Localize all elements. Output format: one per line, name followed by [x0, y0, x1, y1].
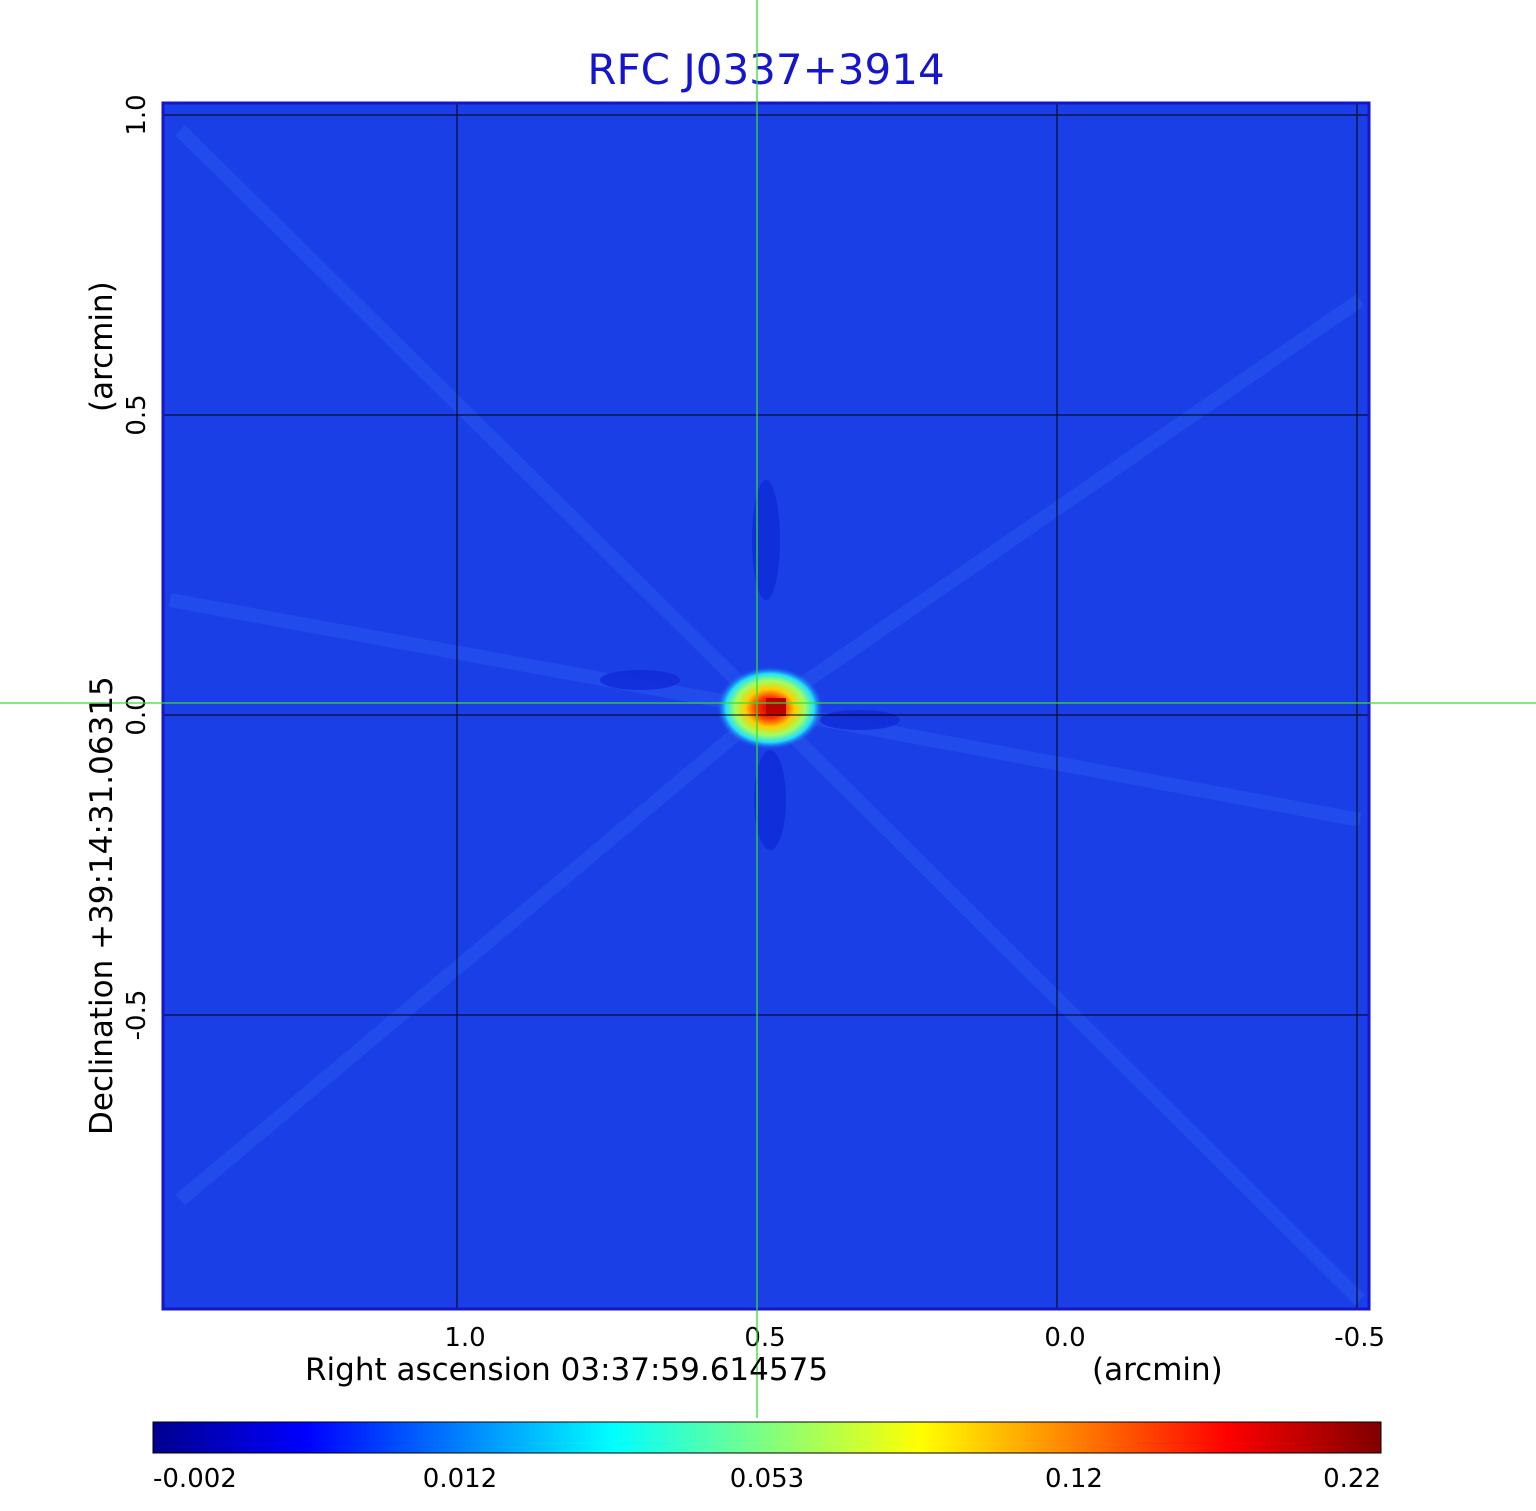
y-tick-label: 1.0 — [122, 94, 152, 135]
y-axis-tick-labels: 1.0 0.5 0.0 -0.5 — [122, 94, 152, 1040]
chart-title: RFC J0337+3914 — [587, 45, 944, 94]
y-tick-label: -0.5 — [122, 990, 152, 1041]
x-tick-label: 0.0 — [1044, 1323, 1085, 1353]
source-peak-pixel — [766, 698, 786, 716]
colorbar — [152, 1421, 1382, 1454]
x-tick-label: -0.5 — [1334, 1323, 1385, 1353]
x-axis-label: Right ascension 03:37:59.614575 — [305, 1352, 828, 1388]
y-axis-label: Declination +39:14:31.06315 — [84, 676, 120, 1135]
x-axis-tick-labels: 1.0 0.5 0.0 -0.5 — [444, 1323, 1385, 1353]
x-axis-unit: (arcmin) — [1092, 1352, 1223, 1388]
y-tick-label: 0.5 — [122, 394, 152, 435]
crosshair — [0, 0, 1536, 1418]
plot-frame — [161, 101, 1371, 1311]
colorbar-tick-label: 0.12 — [1045, 1464, 1103, 1494]
colorbar-tick-label: -0.002 — [153, 1464, 237, 1494]
colorbar-tick-label: 0.053 — [730, 1464, 804, 1494]
x-tick-label: 0.5 — [744, 1323, 785, 1353]
coordinate-grid — [163, 103, 1369, 1309]
colorbar-tick-label: 0.012 — [423, 1464, 497, 1494]
colorbar-tick-label: 0.22 — [1323, 1464, 1381, 1494]
colorbar-labels: -0.002 0.012 0.053 0.12 0.22 — [153, 1464, 1381, 1494]
x-tick-label: 1.0 — [444, 1323, 485, 1353]
sidelobe-streaks — [168, 125, 1365, 1305]
y-axis-unit: (arcmin) — [84, 281, 120, 412]
y-tick-label: 0.0 — [122, 694, 152, 735]
